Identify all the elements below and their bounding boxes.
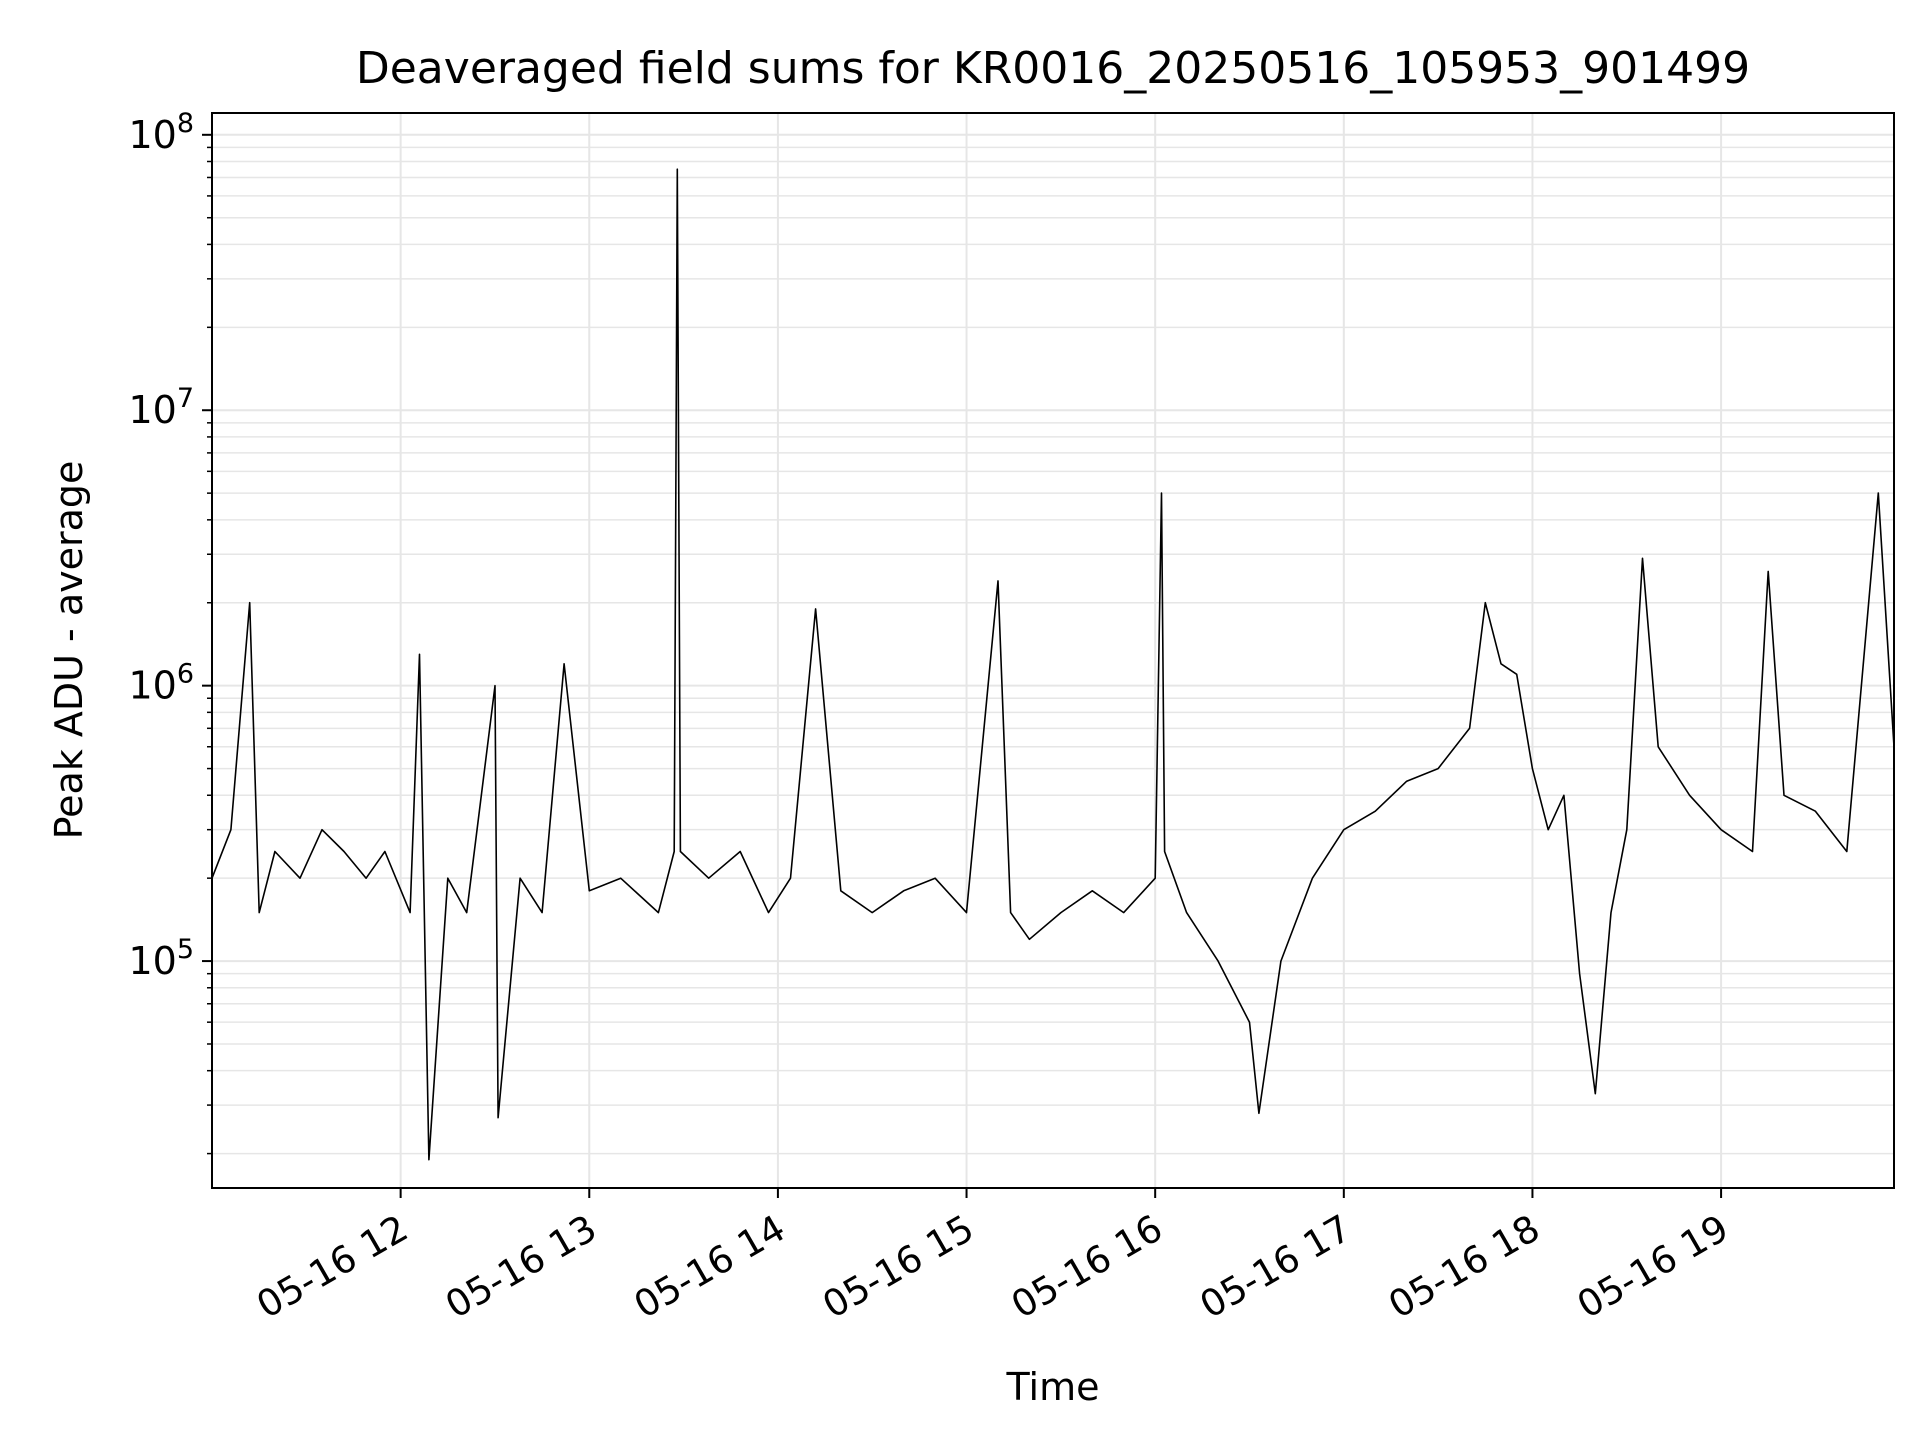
y-axis-label: Peak ADU - average <box>47 461 91 840</box>
x-axis-label: Time <box>1006 1365 1100 1409</box>
y-tick-label: 107 <box>128 383 194 432</box>
chart-title: Deaveraged field sums for KR0016_2025051… <box>356 43 1750 94</box>
data-series-line <box>211 168 1895 1161</box>
y-axis: 105 106 107 108 <box>128 108 212 1155</box>
y-tick-label: 108 <box>128 108 194 157</box>
y-tick-label: 106 <box>128 659 194 708</box>
grid-lines <box>212 113 1894 1188</box>
series-layer <box>211 168 1895 1161</box>
y-tick-label: 105 <box>128 934 194 983</box>
plot-frame <box>211 112 1895 1189</box>
